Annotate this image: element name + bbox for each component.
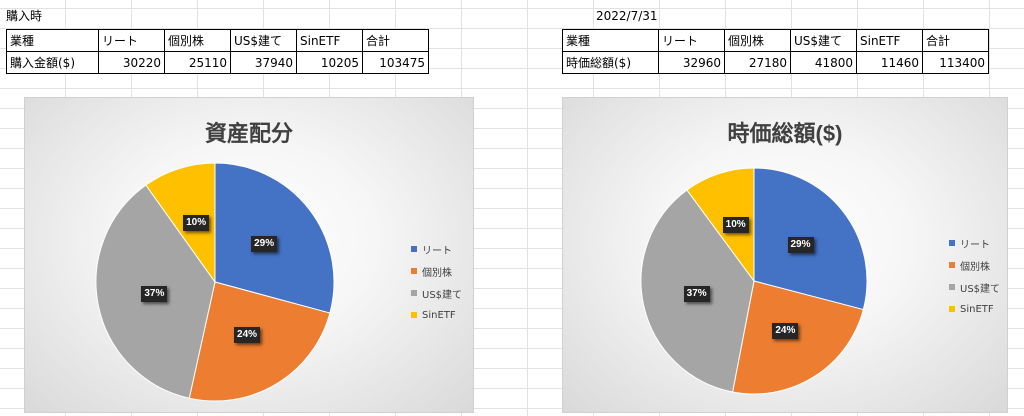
- table-cell[interactable]: 37940: [230, 51, 297, 74]
- legend-swatch: [949, 240, 955, 246]
- cell-date-label[interactable]: 2022/7/31: [596, 9, 658, 23]
- table-header-cell[interactable]: 個別株: [164, 29, 231, 52]
- legend-item: US$建て: [411, 282, 462, 304]
- legend-label: リート: [960, 239, 990, 251]
- pie-slice[interactable]: [686, 167, 755, 283]
- chart-legend: リート 個別株 US$建て SinETF: [411, 238, 462, 326]
- legend-label: 個別株: [960, 261, 990, 273]
- table-header-cell[interactable]: リート: [98, 29, 165, 52]
- chart-title: 資産配分: [204, 121, 293, 146]
- table-header-cell[interactable]: SinETF: [296, 29, 363, 52]
- legend-label: SinETF: [960, 303, 994, 315]
- legend-label: 個別株: [422, 267, 452, 279]
- table-header-cell[interactable]: US$建て: [790, 29, 857, 52]
- legend-item: SinETF: [949, 298, 1000, 320]
- pie-data-label: 24%: [234, 326, 261, 343]
- table-cell[interactable]: 25110: [164, 51, 231, 74]
- table-cell[interactable]: 41800: [790, 51, 857, 74]
- legend-label: SinETF: [422, 309, 456, 321]
- cell-purchase-label[interactable]: 購入時: [6, 9, 43, 23]
- pie-slice[interactable]: [145, 162, 216, 284]
- table-row: 購入金額($) 30220 25110 37940 10205 103475: [6, 51, 429, 74]
- table-header-cell[interactable]: 合計: [362, 29, 429, 52]
- pie-svg: [640, 167, 868, 395]
- chart-title: 時価総額($): [727, 121, 843, 146]
- legend-swatch: [411, 290, 417, 296]
- legend-swatch: [411, 312, 417, 318]
- pie-svg: [95, 162, 335, 402]
- table-header-cell[interactable]: 業種: [562, 29, 659, 52]
- legend-item: リート: [949, 232, 1000, 254]
- legend-label: US$建て: [960, 283, 1001, 295]
- pie-data-label: 10%: [183, 215, 210, 232]
- table-header-cell[interactable]: US$建て: [230, 29, 297, 52]
- pie-data-label: 37%: [683, 285, 710, 302]
- market-value-table: 業種 リート 個別株 US$建て SinETF 合計 時価総額($) 32960…: [562, 29, 989, 74]
- table-header-cell[interactable]: SinETF: [856, 29, 923, 52]
- table-header-row: 業種 リート 個別株 US$建て SinETF 合計: [6, 29, 429, 52]
- legend-swatch: [411, 246, 417, 252]
- table-header-cell[interactable]: 業種: [6, 29, 99, 52]
- pie-data-label: 10%: [722, 217, 749, 234]
- table-header-row: 業種 リート 個別株 US$建て SinETF 合計: [562, 29, 989, 52]
- legend-label: US$建て: [422, 289, 463, 301]
- table-cell[interactable]: 27180: [724, 51, 791, 74]
- legend-item: SinETF: [411, 304, 462, 326]
- table-cell[interactable]: 11460: [856, 51, 923, 74]
- table-header-cell[interactable]: リート: [658, 29, 725, 52]
- chart-legend: リート 個別株 US$建て SinETF: [949, 232, 1000, 320]
- market-value-pie-chart[interactable]: 時価総額($) リート 個別株 US$建て SinETF 29% 24% 37% 10…: [562, 97, 1008, 413]
- legend-label: リート: [422, 245, 452, 257]
- pie-data-label: 37%: [141, 286, 168, 303]
- legend-item: リート: [411, 238, 462, 260]
- table-cell[interactable]: 113400: [922, 51, 989, 74]
- allocation-pie-chart[interactable]: 資産配分 リート 個別株 US$建て SinETF 29% 24% 37% 10%: [24, 97, 474, 413]
- legend-swatch: [949, 262, 955, 268]
- pie-data-label: 29%: [251, 236, 278, 253]
- table-header-cell[interactable]: 合計: [922, 29, 989, 52]
- legend-swatch: [411, 268, 417, 274]
- table-row-label[interactable]: 時価総額($): [562, 51, 659, 74]
- pie-data-label: 24%: [772, 322, 799, 339]
- legend-item: 個別株: [949, 254, 1000, 276]
- table-row-label[interactable]: 購入金額($): [6, 51, 99, 74]
- purchase-table: 業種 リート 個別株 US$建て SinETF 合計 購入金額($) 30220…: [6, 29, 429, 74]
- table-row: 時価総額($) 32960 27180 41800 11460 113400: [562, 51, 989, 74]
- legend-swatch: [949, 306, 955, 312]
- legend-item: US$建て: [949, 276, 1000, 298]
- table-cell[interactable]: 10205: [296, 51, 363, 74]
- pie-data-label: 29%: [787, 237, 814, 254]
- table-header-cell[interactable]: 個別株: [724, 29, 791, 52]
- table-cell[interactable]: 32960: [658, 51, 725, 74]
- table-cell[interactable]: 103475: [362, 51, 429, 74]
- table-cell[interactable]: 30220: [98, 51, 165, 74]
- legend-swatch: [949, 284, 955, 290]
- legend-item: 個別株: [411, 260, 462, 282]
